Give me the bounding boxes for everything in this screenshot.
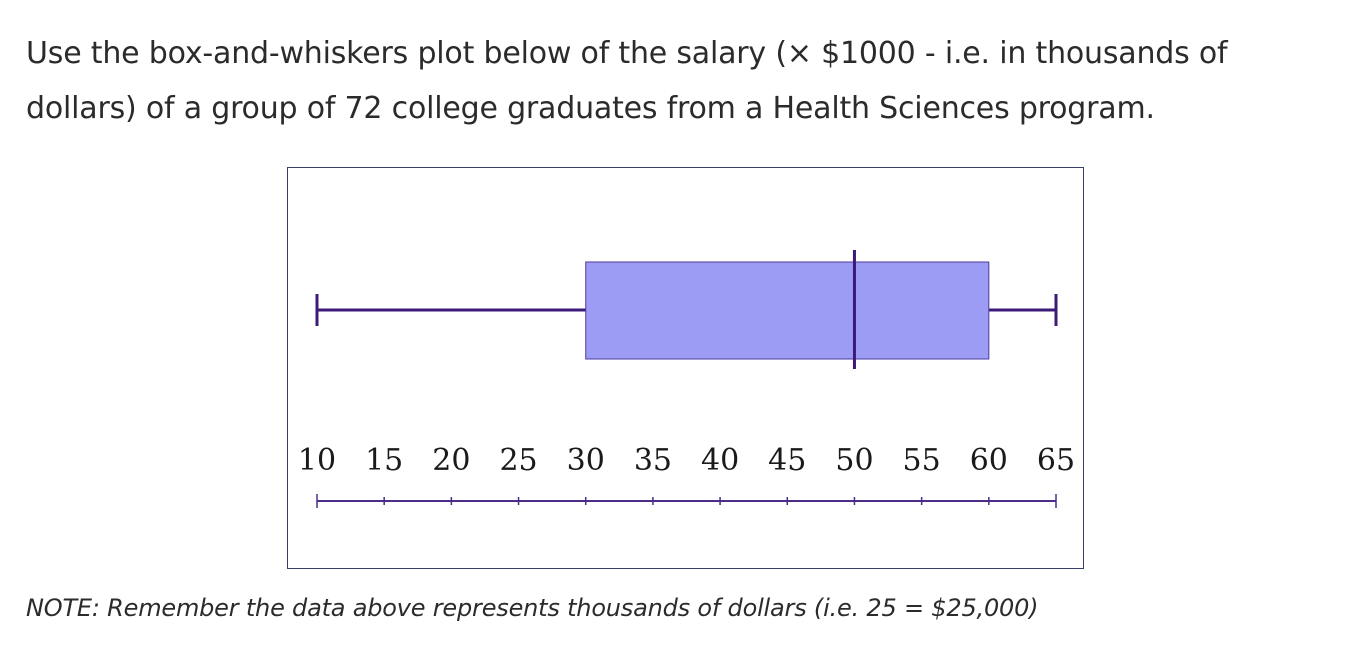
x-tick-label: 25 <box>499 443 537 478</box>
x-tick-label: 35 <box>634 443 672 478</box>
iqr-box <box>585 261 990 360</box>
box-plot-frame: 10 15 20 25 30 35 40 45 50 55 60 65 <box>287 167 1084 569</box>
x-tick-label: 10 <box>298 443 336 478</box>
box-plot-chart: 10 15 20 25 30 35 40 45 50 55 60 65 <box>298 250 1075 508</box>
x-tick-label: 40 <box>701 443 739 478</box>
x-tick-label: 45 <box>768 443 806 478</box>
x-tick-label: 30 <box>567 443 605 478</box>
note-text: NOTE: Remember the data above represents… <box>26 594 1039 622</box>
x-tick-label: 60 <box>970 443 1008 478</box>
x-tick-label: 65 <box>1037 443 1075 478</box>
x-tick-label: 20 <box>432 443 470 478</box>
x-tick-label: 55 <box>903 443 941 478</box>
x-tick-label: 15 <box>365 443 403 478</box>
x-tick-label: 50 <box>835 443 873 478</box>
question-text: Use the box-and-whiskers plot below of t… <box>26 36 1228 126</box>
